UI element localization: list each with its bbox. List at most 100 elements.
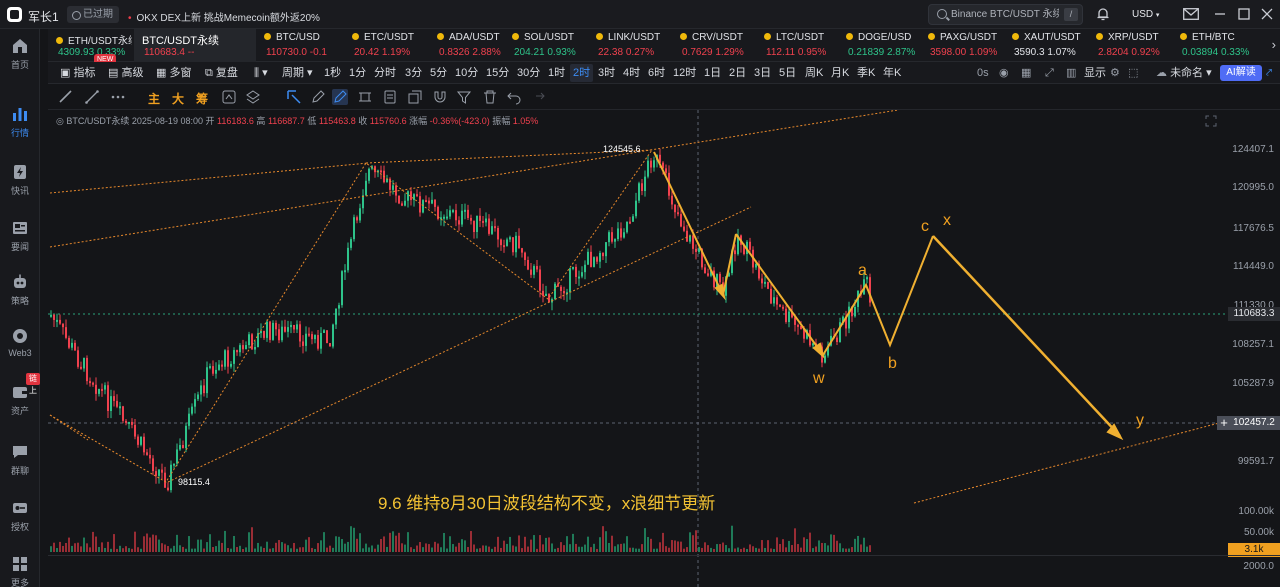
add-alert-icon[interactable]: + [1217, 416, 1231, 430]
screenshot-icon[interactable]: ⬚ [1128, 67, 1139, 79]
interval-2h[interactable]: 2时 [570, 64, 594, 82]
magnet-icon[interactable] [432, 89, 448, 105]
interval-1m[interactable]: 1分 [349, 67, 367, 79]
ticker-item[interactable]: DOGE/USD 0.21839 2.87% [838, 29, 920, 62]
ticker-item[interactable]: ETH/USDT永续 4309.93 0.33% [48, 29, 132, 62]
sidebar-item-news[interactable]: 要闻 [0, 215, 40, 259]
chart-type-button[interactable]: ⫼ ▾ [254, 67, 268, 79]
sidebar-item-home[interactable]: 首页 [0, 33, 40, 77]
ruler-icon[interactable] [58, 89, 74, 105]
search-input[interactable] [951, 5, 1059, 24]
ticker-item[interactable]: LINK/USDT 22.38 0.27% [588, 29, 674, 62]
interval-15m[interactable]: 15分 [486, 67, 510, 79]
news-ticker[interactable]: • OKX DEX上新 挑战Memecoin额外返20% [128, 9, 320, 24]
ticker-item[interactable]: PAXG/USDT 3598.00 1.09% [920, 29, 1000, 62]
interval-5d[interactable]: 5日 [779, 67, 797, 79]
ticker-item[interactable]: LTC/USDT 112.11 0.95% [756, 29, 842, 62]
price-chart[interactable]: ◎ BTC/USDT永续 2025-08-19 08:00 开 116183.6… [48, 110, 1280, 587]
ai-interpret-button[interactable]: AI解读 [1220, 65, 1262, 81]
sidebar-item-assets[interactable]: 资产 [0, 379, 40, 423]
user-name[interactable]: 军长1 [28, 10, 59, 24]
indicator-button[interactable]: ▣ 指标 [60, 67, 96, 79]
interval-4h[interactable]: 4时 [623, 67, 641, 79]
interval-year[interactable]: 年K [883, 67, 902, 79]
big-order-button[interactable]: 大 [172, 92, 185, 106]
settings-icon[interactable]: ⚙ [1110, 67, 1120, 79]
trash-icon[interactable] [482, 89, 498, 105]
ticker-item[interactable]: XRP/USDT 2.8204 0.92% [1088, 29, 1172, 62]
ticker-item[interactable]: XAUT/USDT 3590.3 1.07% [1004, 29, 1088, 62]
sidebar-item-flash[interactable]: 快讯 [0, 159, 40, 203]
interval-week[interactable]: 周K [805, 67, 824, 79]
interval-5m[interactable]: 5分 [430, 67, 448, 79]
dots-more-icon[interactable] [110, 89, 126, 105]
ticker-item[interactable]: ETC/USDT 20.42 1.19% [344, 29, 430, 62]
mail-icon[interactable] [1183, 8, 1199, 20]
ticker-item-active[interactable]: BTC/USDT永续 110683.4 -- [134, 29, 256, 62]
bell-icon[interactable] [1096, 7, 1110, 21]
interval-1s[interactable]: 1秒 [324, 67, 342, 79]
close-icon[interactable] [1259, 6, 1275, 22]
interval-2d[interactable]: 2日 [729, 67, 747, 79]
period-select[interactable]: 周期 ▾ [282, 67, 313, 79]
measure-icon[interactable] [357, 89, 373, 105]
brush-icon[interactable] [332, 89, 348, 105]
chart-settings-icon[interactable] [1204, 114, 1218, 128]
layers-icon[interactable] [245, 89, 261, 105]
interval-1d[interactable]: 1日 [704, 67, 722, 79]
calculator-icon[interactable]: ▦ [1021, 67, 1032, 79]
interval-3d[interactable]: 3日 [754, 67, 772, 79]
ticker-item[interactable]: CRV/USDT 0.7629 1.29% [672, 29, 758, 62]
interval-3m[interactable]: 3分 [405, 67, 423, 79]
interval-12h[interactable]: 12时 [673, 67, 697, 79]
interval-1h[interactable]: 1时 [548, 67, 566, 79]
ticker-item[interactable]: ADA/USDT 0.8326 2.88% [429, 29, 505, 62]
expired-badge[interactable]: 已过期 [67, 6, 119, 23]
layout-name-select[interactable]: ☁ 未命名 ▾ [1156, 67, 1212, 79]
filter-icon[interactable] [456, 89, 472, 105]
ticker-item[interactable]: BTC/USD 110730.0 -0.1 [256, 29, 342, 62]
copy-icon[interactable] [407, 89, 423, 105]
chip-button[interactable]: 筹 [196, 92, 209, 106]
ticker-next-icon[interactable]: › [1271, 37, 1276, 52]
undo-icon[interactable] [506, 89, 522, 105]
sidebar-item-web3[interactable]: Web3 [0, 323, 40, 367]
ticker-item[interactable]: SOL/USDT 204.21 0.93% [504, 29, 590, 62]
redo-icon[interactable] [530, 89, 546, 105]
multi-window-button[interactable]: ▦ 多窗 [156, 67, 192, 79]
interval-timeshare[interactable]: 分时 [374, 67, 396, 79]
share-icon[interactable]: ⤤ [1266, 67, 1273, 79]
camera-icon[interactable]: ◉ [999, 67, 1009, 79]
sidebar-item-market[interactable]: 行情 [0, 101, 40, 145]
volume-bar [362, 548, 364, 552]
replay-button[interactable]: ⧉ 复盘 [205, 67, 238, 79]
minimize-icon[interactable] [1212, 6, 1228, 22]
search-box[interactable]: / [928, 4, 1083, 25]
sidebar-item-auth[interactable]: 授权 [0, 495, 40, 539]
cursor-icon[interactable] [286, 89, 302, 105]
pencil-icon[interactable] [310, 89, 326, 105]
interval-quarter[interactable]: 季K [857, 67, 876, 79]
volume-bar [485, 545, 487, 552]
compare-icon[interactable] [221, 89, 237, 105]
currency-select[interactable]: USD ▾ [1132, 9, 1159, 20]
interval-3h[interactable]: 3时 [598, 67, 616, 79]
sidebar-item-strategy[interactable]: 策略 [0, 269, 40, 313]
fullscreen-icon[interactable]: ⤢ [1045, 67, 1054, 79]
layout-icon[interactable]: ▥ [1066, 67, 1077, 79]
interval-10m[interactable]: 10分 [455, 67, 479, 79]
price-axis[interactable]: 124407.1 120995.0 117676.5 114449.0 1113… [1228, 110, 1280, 555]
chart-canvas[interactable] [48, 110, 1280, 587]
sidebar-item-chat[interactable]: 群聊 [0, 439, 40, 483]
sidebar-item-more[interactable]: 更多 [0, 551, 40, 587]
interval-month[interactable]: 月K [831, 67, 850, 79]
display-button[interactable]: 显示 [1084, 67, 1106, 79]
ticker-item[interactable]: ETH/BTC 0.03894 0.33% [1172, 29, 1260, 62]
maximize-icon[interactable] [1236, 6, 1252, 22]
main-indicator-button[interactable]: 主 [148, 92, 161, 106]
interval-30m[interactable]: 30分 [517, 67, 541, 79]
trend-line-icon[interactable] [84, 89, 100, 105]
interval-6h[interactable]: 6时 [648, 67, 666, 79]
advanced-button[interactable]: ▤ 高级 [108, 67, 144, 79]
note-icon[interactable] [382, 89, 398, 105]
